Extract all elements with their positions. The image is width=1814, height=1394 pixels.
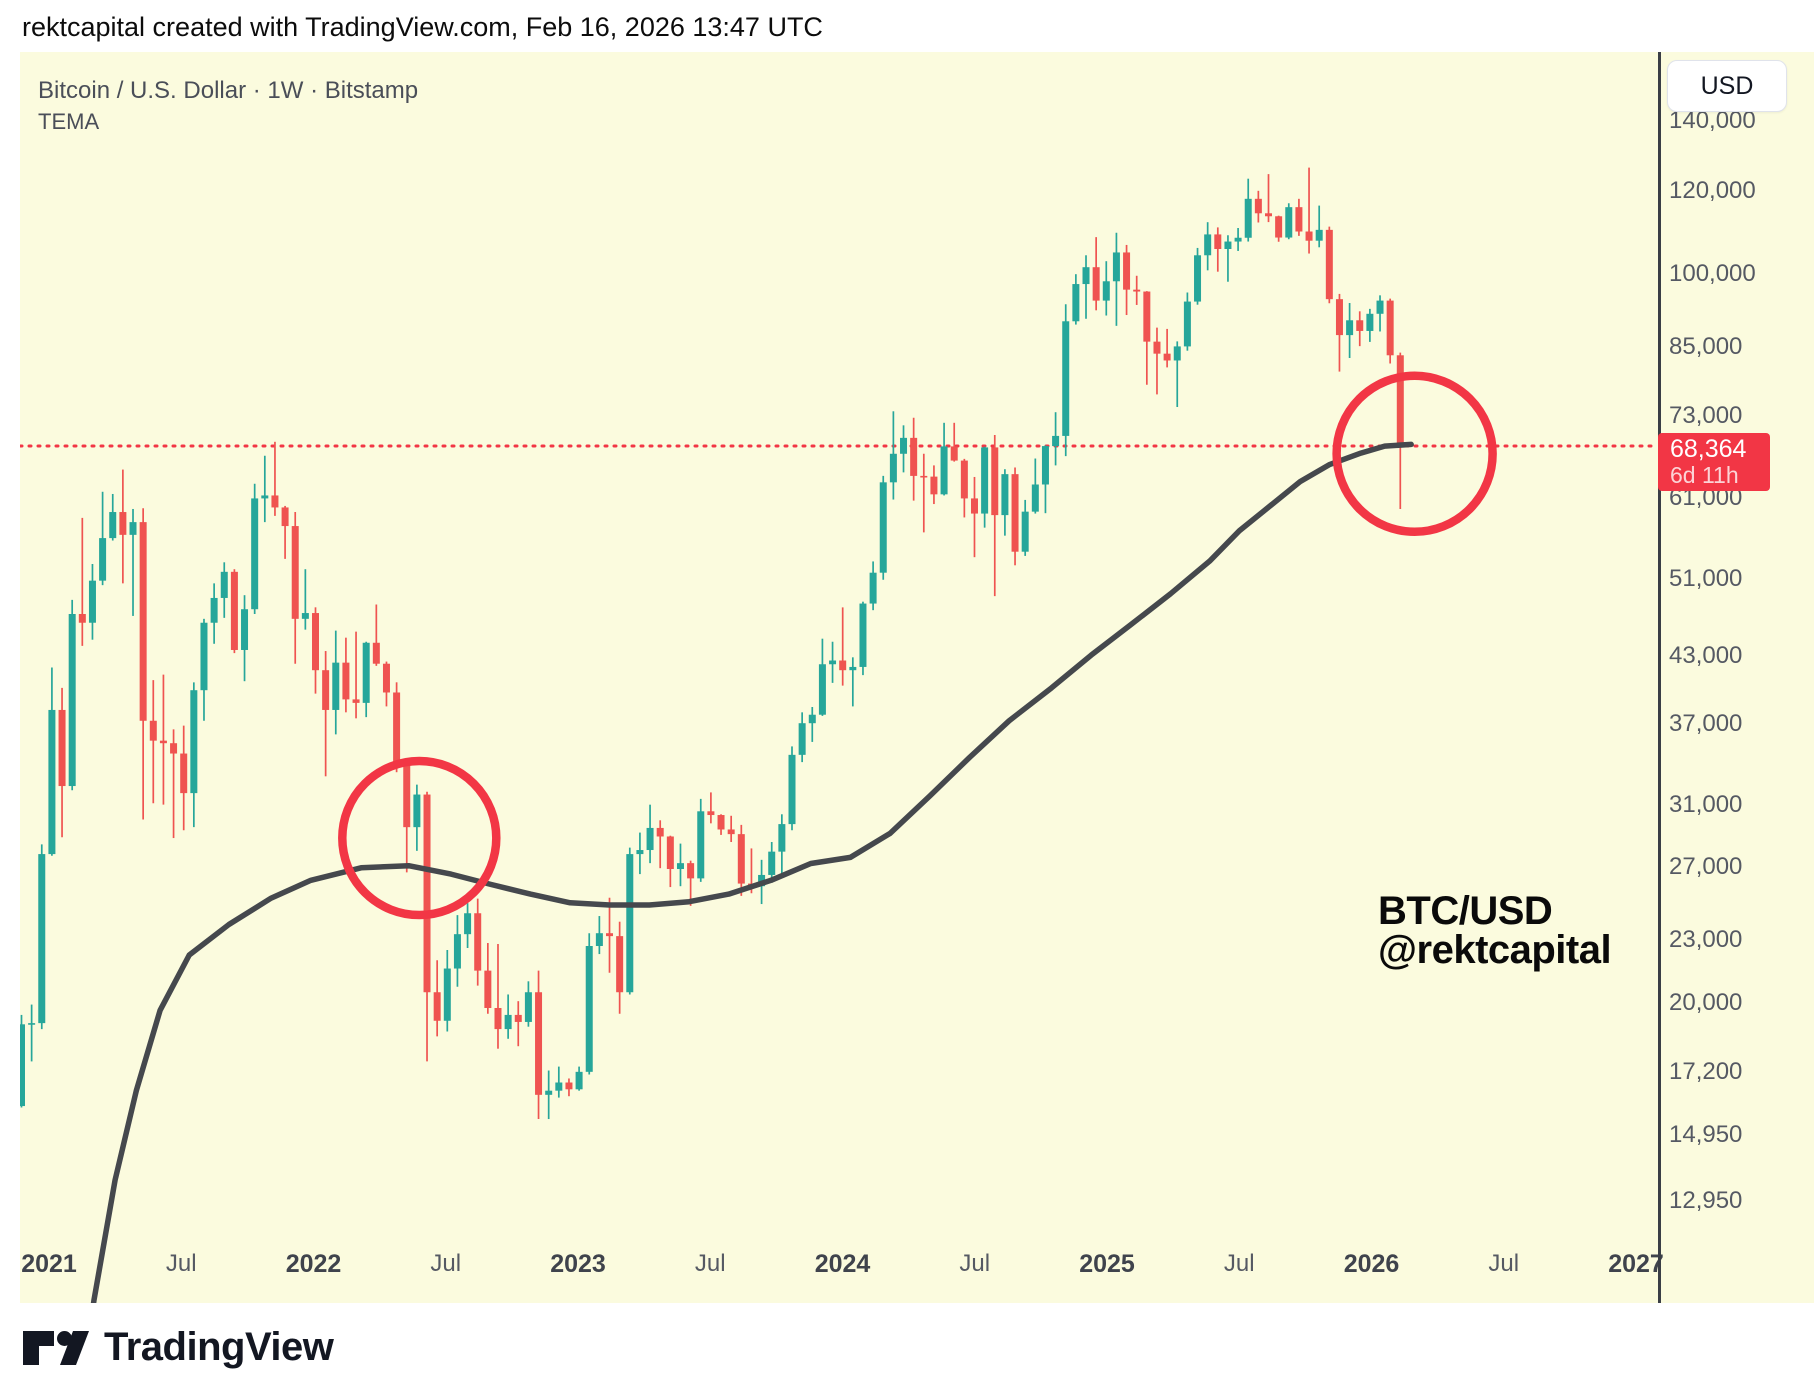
tradingview-logo-mark-icon <box>23 1330 89 1365</box>
watermark: BTC/USD @rektcapital <box>1378 889 1612 972</box>
time-label: Jul <box>959 1250 991 1277</box>
tema-line <box>90 441 1414 1303</box>
time-label: 2022 <box>285 1250 342 1278</box>
chart-legend: Bitcoin / U.S. Dollar · 1W · Bitstamp TE… <box>38 76 418 136</box>
tradingview-logo-text: TradingView <box>104 1325 334 1369</box>
price-chart[interactable] <box>0 52 1658 1303</box>
price-label: 17,200 <box>1669 1057 1743 1085</box>
time-label: 2026 <box>1343 1250 1400 1278</box>
currency-toggle-button[interactable]: USD <box>1667 60 1787 112</box>
price-label: 20,000 <box>1669 989 1743 1017</box>
time-label: 2025 <box>1079 1250 1135 1278</box>
price-label: 85,000 <box>1669 333 1743 361</box>
tradingview-logo[interactable]: TradingView <box>22 1325 334 1370</box>
annotation-circle <box>338 756 501 920</box>
price-label: 27,000 <box>1669 853 1743 881</box>
time-scale[interactable]: 2021 Jul 2022 Jul 2023 Jul 2024 Jul 2025 Jul 2026 J… <box>0 1238 1664 1303</box>
price-scale[interactable]: 140,000 120,000 100,000 85,000 73,000 61,000 5… <box>1661 52 1814 1303</box>
snapshot-footer: TradingView <box>0 1303 1814 1394</box>
price-label: 14,950 <box>1669 1121 1743 1149</box>
left-margin <box>0 52 20 1303</box>
watermark-handle: @rektcapital <box>1378 928 1612 972</box>
time-label: 2023 <box>550 1250 606 1278</box>
price-axis-separator <box>1658 52 1661 1303</box>
time-label: Jul <box>1223 1250 1255 1277</box>
time-label: Jul <box>430 1250 462 1277</box>
watermark-symbol: BTC/USD <box>1378 889 1553 933</box>
indicator-label[interactable]: TEMA <box>38 109 100 134</box>
time-label: 2021 <box>21 1250 77 1278</box>
time-label: 2027 <box>1608 1250 1664 1278</box>
chart-area: Bitcoin / U.S. Dollar · 1W · Bitstamp TE… <box>0 52 1814 1303</box>
price-label: 51,000 <box>1669 564 1743 592</box>
time-label: Jul <box>1488 1250 1520 1277</box>
time-label: Jul <box>694 1250 726 1277</box>
price-label: 31,000 <box>1669 790 1743 818</box>
price-label: 73,000 <box>1669 402 1743 430</box>
current-price-value: 68,364 <box>1670 434 1747 463</box>
snapshot-header: rektcapital created with TradingView.com… <box>0 0 1814 52</box>
candle-countdown: 6d 11h <box>1670 461 1739 488</box>
time-label: Jul <box>165 1250 197 1277</box>
current-price-badge: 68,364 6d 11h <box>1658 432 1770 491</box>
symbol-title[interactable]: Bitcoin / U.S. Dollar · 1W · Bitstamp <box>38 77 419 104</box>
attribution-text: rektcapital created with TradingView.com… <box>22 12 823 42</box>
annotation-circle <box>1332 371 1497 537</box>
price-label: 23,000 <box>1669 926 1743 954</box>
price-label: 120,000 <box>1669 176 1756 204</box>
candles <box>17 167 1404 1120</box>
price-label: 43,000 <box>1669 642 1743 670</box>
price-label: 37,000 <box>1669 710 1743 738</box>
price-label: 100,000 <box>1669 259 1756 287</box>
time-label: 2024 <box>814 1250 871 1278</box>
price-label: 12,950 <box>1669 1186 1743 1214</box>
